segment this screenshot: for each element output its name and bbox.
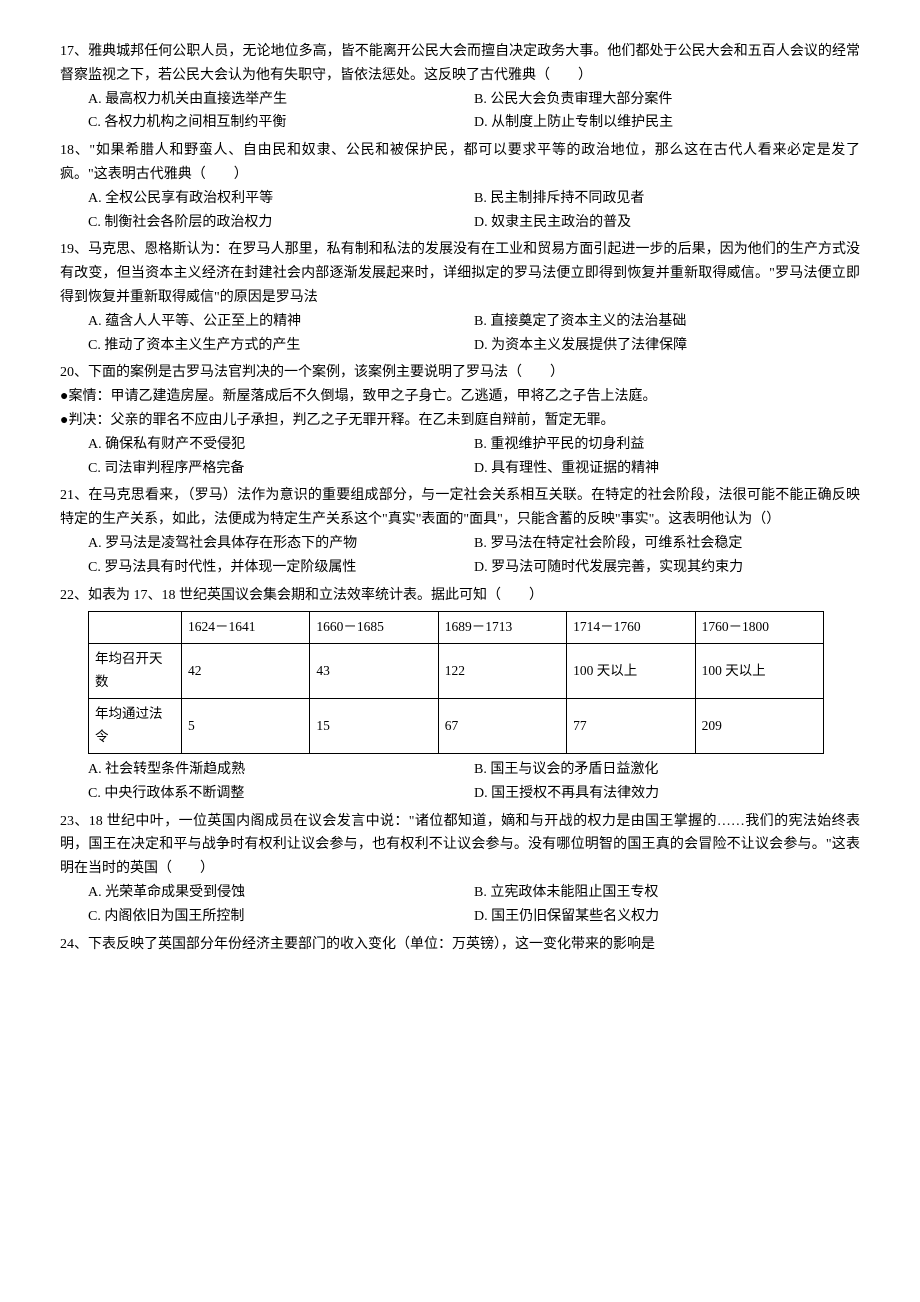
option-19-c: C. 推动了资本主义生产方式的产生 bbox=[88, 334, 474, 358]
question-18-text: 18、"如果希腊人和野蛮人、自由民和奴隶、公民和被保护民，都可以要求平等的政治地… bbox=[60, 139, 860, 187]
question-21: 21、在马克思看来，（罗马）法作为意识的重要组成部分，与一定社会关系相互关联。在… bbox=[60, 484, 860, 579]
question-24: 24、下表反映了英国部分年份经济主要部门的收入变化（单位：万英镑），这一变化带来… bbox=[60, 933, 860, 957]
option-18-d: D. 奴隶主民主政治的普及 bbox=[474, 211, 860, 235]
table-cell: 43 bbox=[310, 644, 438, 699]
option-18-a: A. 全权公民享有政治权利平等 bbox=[88, 187, 474, 211]
option-17-a: A. 最高权力机关由直接选举产生 bbox=[88, 88, 474, 112]
question-21-text: 21、在马克思看来，（罗马）法作为意识的重要组成部分，与一定社会关系相互关联。在… bbox=[60, 484, 860, 532]
option-20-c: C. 司法审判程序严格完备 bbox=[88, 457, 474, 481]
question-20-text: 20、下面的案例是古罗马法官判决的一个案例，该案例主要说明了罗马法（ ） bbox=[60, 361, 860, 385]
table-cell: 122 bbox=[438, 644, 566, 699]
question-17: 17、雅典城邦任何公职人员，无论地位多高，皆不能离开公民大会而擅自决定政务大事。… bbox=[60, 40, 860, 135]
option-17-d: D. 从制度上防止专制以维护民主 bbox=[474, 111, 860, 135]
option-21-a: A. 罗马法是凌驾社会具体存在形态下的产物 bbox=[88, 532, 474, 556]
table-cell: 77 bbox=[567, 699, 695, 754]
option-21-b: B. 罗马法在特定社会阶段，可维系社会稳定 bbox=[474, 532, 860, 556]
table-cell: 5 bbox=[182, 699, 310, 754]
table-cell: 67 bbox=[438, 699, 566, 754]
table-row-0: 年均召开天数 42 43 122 100 天以上 100 天以上 bbox=[89, 644, 824, 699]
question-22: 22、如表为 17、18 世纪英国议会集会期和立法效率统计表。据此可知（ ） 1… bbox=[60, 584, 860, 806]
table-cell: 42 bbox=[182, 644, 310, 699]
question-20: 20、下面的案例是古罗马法官判决的一个案例，该案例主要说明了罗马法（ ） ●案情… bbox=[60, 361, 860, 480]
option-19-b: B. 直接奠定了资本主义的法治基础 bbox=[474, 310, 860, 334]
option-22-c: C. 中央行政体系不断调整 bbox=[88, 782, 474, 806]
table-row-1: 年均通过法令 5 15 67 77 209 bbox=[89, 699, 824, 754]
question-23-options: A. 光荣革命成果受到侵蚀 B. 立宪政体未能阻止国王专权 C. 内阁依旧为国王… bbox=[88, 881, 860, 929]
question-22-table: 1624－1641 1660－1685 1689－1713 1714－1760 … bbox=[88, 611, 824, 754]
option-20-d: D. 具有理性、重视证据的精神 bbox=[474, 457, 860, 481]
question-18-options: A. 全权公民享有政治权利平等 B. 民主制排斥持不同政见者 C. 制衡社会各阶… bbox=[88, 187, 860, 235]
option-22-d: D. 国王授权不再具有法律效力 bbox=[474, 782, 860, 806]
option-21-d: D. 罗马法可随时代发展完善，实现其约束力 bbox=[474, 556, 860, 580]
option-23-a: A. 光荣革命成果受到侵蚀 bbox=[88, 881, 474, 905]
table-header-2: 1660－1685 bbox=[310, 612, 438, 644]
question-18: 18、"如果希腊人和野蛮人、自由民和奴隶、公民和被保护民，都可以要求平等的政治地… bbox=[60, 139, 860, 234]
option-19-d: D. 为资本主义发展提供了法律保障 bbox=[474, 334, 860, 358]
option-19-a: A. 蕴含人人平等、公正至上的精神 bbox=[88, 310, 474, 334]
question-17-text: 17、雅典城邦任何公职人员，无论地位多高，皆不能离开公民大会而擅自决定政务大事。… bbox=[60, 40, 860, 88]
table-cell: 年均通过法令 bbox=[89, 699, 182, 754]
question-22-options: A. 社会转型条件渐趋成熟 B. 国王与议会的矛盾日益激化 C. 中央行政体系不… bbox=[88, 758, 860, 806]
question-20-case-b: ●判决：父亲的罪名不应由儿子承担，判乙之子无罪开释。在乙未到庭自辩前，暂定无罪。 bbox=[60, 409, 860, 433]
table-cell: 15 bbox=[310, 699, 438, 754]
table-header-5: 1760－1800 bbox=[695, 612, 823, 644]
question-22-text: 22、如表为 17、18 世纪英国议会集会期和立法效率统计表。据此可知（ ） bbox=[60, 584, 860, 608]
table-header-1: 1624－1641 bbox=[182, 612, 310, 644]
question-20-options: A. 确保私有财产不受侵犯 B. 重视维护平民的切身利益 C. 司法审判程序严格… bbox=[88, 433, 860, 481]
table-header-4: 1714－1760 bbox=[567, 612, 695, 644]
option-22-b: B. 国王与议会的矛盾日益激化 bbox=[474, 758, 860, 782]
table-cell: 年均召开天数 bbox=[89, 644, 182, 699]
table-header-3: 1689－1713 bbox=[438, 612, 566, 644]
question-21-options: A. 罗马法是凌驾社会具体存在形态下的产物 B. 罗马法在特定社会阶段，可维系社… bbox=[88, 532, 860, 580]
table-cell: 209 bbox=[695, 699, 823, 754]
question-20-case-a: ●案情：甲请乙建造房屋。新屋落成后不久倒塌，致甲之子身亡。乙逃遁，甲将乙之子告上… bbox=[60, 385, 860, 409]
table-header-0 bbox=[89, 612, 182, 644]
option-20-b: B. 重视维护平民的切身利益 bbox=[474, 433, 860, 457]
option-21-c: C. 罗马法具有时代性，并体现一定阶级属性 bbox=[88, 556, 474, 580]
option-18-b: B. 民主制排斥持不同政见者 bbox=[474, 187, 860, 211]
option-17-c: C. 各权力机构之间相互制约平衡 bbox=[88, 111, 474, 135]
option-20-a: A. 确保私有财产不受侵犯 bbox=[88, 433, 474, 457]
table-cell: 100 天以上 bbox=[567, 644, 695, 699]
question-23-text: 23、18 世纪中叶，一位英国内阁成员在议会发言中说："诸位都知道，嫡和与开战的… bbox=[60, 810, 860, 881]
table-header-row: 1624－1641 1660－1685 1689－1713 1714－1760 … bbox=[89, 612, 824, 644]
option-22-a: A. 社会转型条件渐趋成熟 bbox=[88, 758, 474, 782]
option-23-c: C. 内阁依旧为国王所控制 bbox=[88, 905, 474, 929]
question-19-options: A. 蕴含人人平等、公正至上的精神 B. 直接奠定了资本主义的法治基础 C. 推… bbox=[88, 310, 860, 358]
question-17-options: A. 最高权力机关由直接选举产生 B. 公民大会负责审理大部分案件 C. 各权力… bbox=[88, 88, 860, 136]
question-23: 23、18 世纪中叶，一位英国内阁成员在议会发言中说："诸位都知道，嫡和与开战的… bbox=[60, 810, 860, 929]
option-17-b: B. 公民大会负责审理大部分案件 bbox=[474, 88, 860, 112]
option-18-c: C. 制衡社会各阶层的政治权力 bbox=[88, 211, 474, 235]
question-19-text: 19、马克思、恩格斯认为：在罗马人那里，私有制和私法的发展没有在工业和贸易方面引… bbox=[60, 238, 860, 309]
option-23-d: D. 国王仍旧保留某些名义权力 bbox=[474, 905, 860, 929]
table-cell: 100 天以上 bbox=[695, 644, 823, 699]
question-19: 19、马克思、恩格斯认为：在罗马人那里，私有制和私法的发展没有在工业和贸易方面引… bbox=[60, 238, 860, 357]
question-24-text: 24、下表反映了英国部分年份经济主要部门的收入变化（单位：万英镑），这一变化带来… bbox=[60, 933, 860, 957]
option-23-b: B. 立宪政体未能阻止国王专权 bbox=[474, 881, 860, 905]
